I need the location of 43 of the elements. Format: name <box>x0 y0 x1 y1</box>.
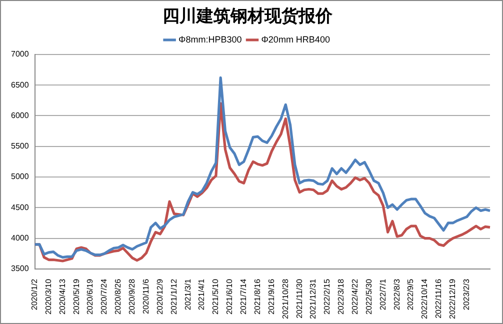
x-tick-label: 2021/8/16 <box>252 278 262 315</box>
x-tick-label: 2020/12/9 <box>155 278 164 315</box>
y-tick-label: 3500 <box>11 264 30 274</box>
x-tick-label: 2021/12/31 <box>308 278 318 320</box>
y-tick-label: 6000 <box>11 110 30 120</box>
x-tick-label: 2020/1/2 <box>30 278 39 310</box>
x-tick-label: 2021/9/16 <box>266 278 276 315</box>
x-tick-label: 2022/2/15 <box>322 278 332 315</box>
y-tick-label: 5500 <box>11 142 30 151</box>
x-tick-label: 2020/7/24 <box>100 278 109 315</box>
y-tick-label: 7000 <box>11 50 30 59</box>
x-tick-label: 2020/9/28 <box>128 278 137 315</box>
x-tick-label: 2022/10/14 <box>420 278 430 320</box>
x-tick-label: 2022/7/1 <box>378 278 388 310</box>
x-tick-label: 2021/6/10 <box>225 278 234 315</box>
x-tick-label: 2021/4/1 <box>197 278 206 310</box>
x-tick-label: 2021/1/12 <box>169 278 178 315</box>
x-tick-label: 2021/3/1 <box>183 278 192 310</box>
x-tick-label: 2020/4/13 <box>58 278 67 315</box>
y-tick-label: 4000 <box>11 234 30 243</box>
x-tick-label: 2021/5/10 <box>211 278 220 315</box>
x-tick-label: 2022/3/18 <box>336 278 346 315</box>
chart-title: 四川建筑钢材现货报价 <box>162 6 334 27</box>
legend-label: Φ8mm:HPB300 <box>178 34 242 44</box>
x-tick-label: 2022/4/22 <box>350 278 360 315</box>
y-tick-label: 6500 <box>11 80 30 90</box>
x-tick-label: 2020/3/10 <box>44 278 53 315</box>
y-tick-label: 5000 <box>11 172 30 182</box>
x-tick-label: 2023/2/3 <box>462 278 471 310</box>
x-tick-label: 2020/6/19 <box>86 278 95 315</box>
x-tick-label: 2022/9/5 <box>406 278 416 310</box>
x-tick-label: 2021/10/28 <box>280 278 290 320</box>
x-tick-label: 2022/11/16 <box>434 278 444 318</box>
y-tick-label: 4500 <box>11 202 30 212</box>
x-tick-label: 2022/12/19 <box>448 278 458 320</box>
x-tick-label: 2020/8/26 <box>114 278 123 315</box>
x-tick-label: 2022/5/30 <box>364 278 374 315</box>
x-tick-label: 2021/7/14 <box>239 278 248 315</box>
legend-label: Φ20mm HRB400 <box>261 34 330 44</box>
x-tick-label: 2020/5/19 <box>72 278 81 315</box>
x-tick-label: 2020/11/6 <box>141 278 150 314</box>
x-tick-label: 2022/8/3 <box>392 278 402 310</box>
x-tick-label: 2021/11/30 <box>294 278 304 318</box>
